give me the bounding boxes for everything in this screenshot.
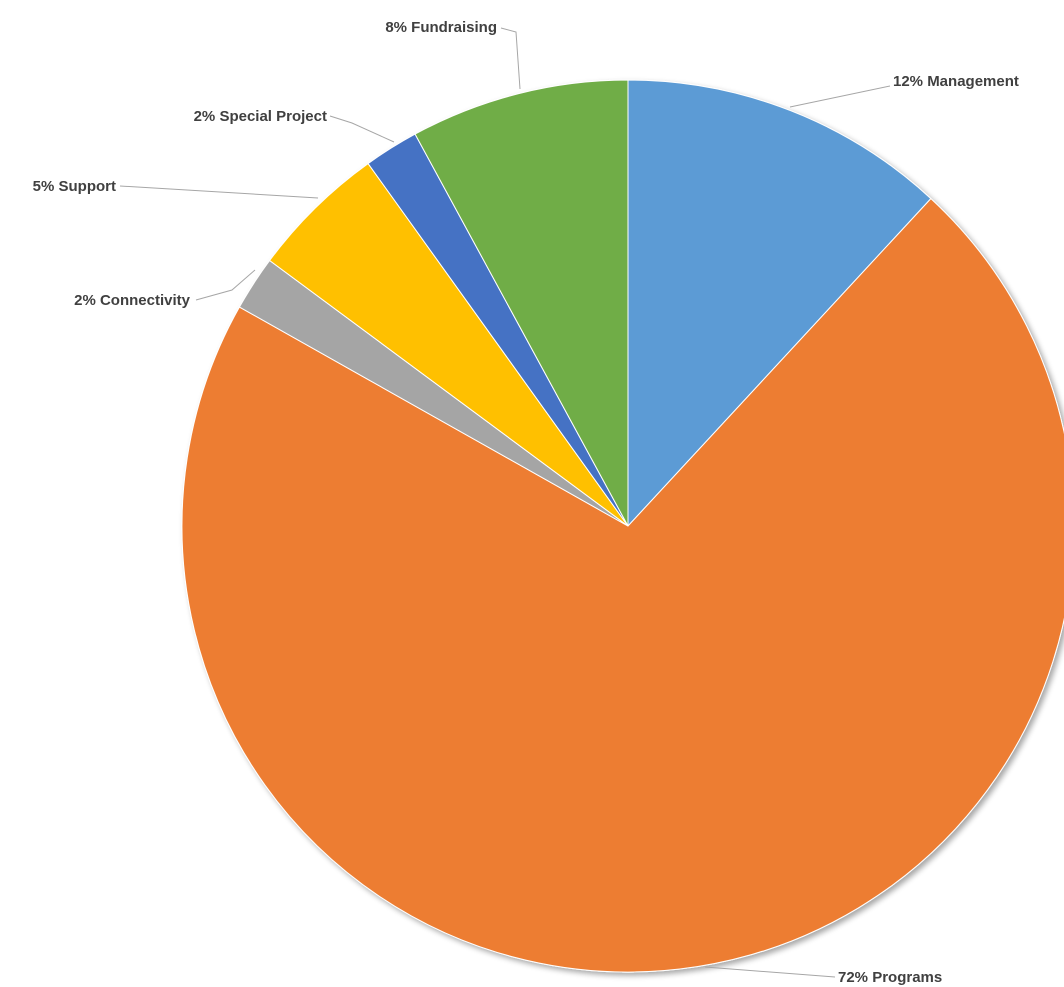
data-label-connectivity: 2% Connectivity <box>74 292 191 309</box>
leader-line-fundraising <box>500 27 521 90</box>
pie-slice-fundraising <box>414 79 629 527</box>
data-label-fundraising: 8% Fundraising <box>385 19 497 36</box>
pie-slice-programs <box>181 197 1064 973</box>
pie-slices <box>181 79 1064 973</box>
data-label-support: 5% Support <box>33 178 116 195</box>
data-labels: 12% Management 72% Programs 2% Connectivit… <box>33 19 1019 986</box>
leader-line-connectivity <box>195 269 256 301</box>
data-label-programs: 72% Programs <box>838 969 942 986</box>
leader-line-special-project <box>329 115 395 143</box>
data-label-management: 12% Management <box>893 73 1019 90</box>
data-label-special-project: 2% Special Project <box>194 108 327 125</box>
leader-line-management <box>789 85 891 108</box>
leader-lines <box>119 27 891 978</box>
leader-line-programs <box>704 966 836 978</box>
leader-line-support <box>119 185 319 199</box>
pie-slice-management <box>627 79 932 528</box>
